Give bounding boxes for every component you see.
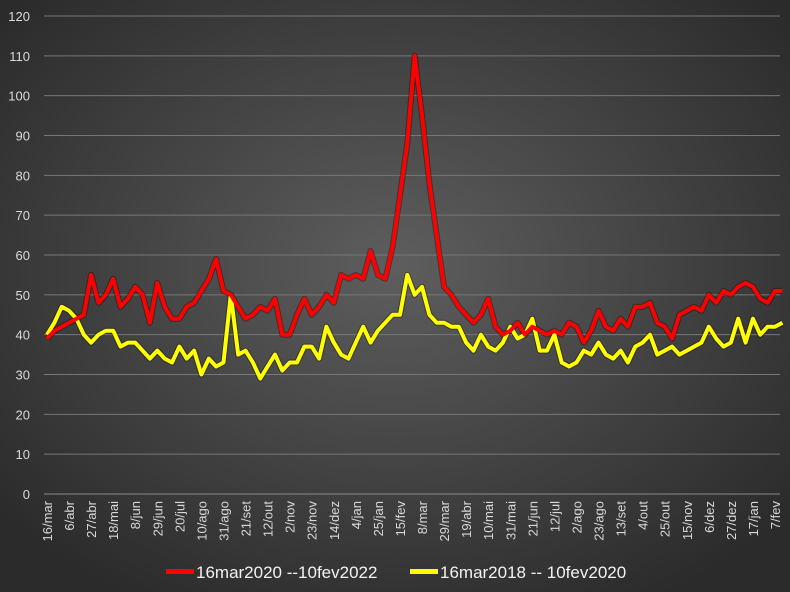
x-tick-label: 6/abr <box>62 500 77 530</box>
legend-swatch-yellow <box>410 569 438 574</box>
x-axis: 16/mar 6/abr 27/abr 18/mai 8/jun 29/jun 20/jul… <box>40 500 783 541</box>
legend-item-series-2[interactable]: 16mar2018 -- 10fev2020 <box>410 563 626 582</box>
legend-item-series-1[interactable]: 16mar2020 --10fev2022 <box>166 563 377 582</box>
x-tick-label: 16/mar <box>40 500 55 541</box>
y-tick-label: 60 <box>16 248 30 263</box>
legend-swatch-red <box>166 569 194 574</box>
x-tick-label: 29/mar <box>437 500 452 541</box>
x-tick-label: 8/jun <box>128 501 143 529</box>
x-tick-label: 7/fev <box>768 501 783 530</box>
y-tick-label: 0 <box>23 487 30 502</box>
x-tick-label: 31/mai <box>503 501 518 540</box>
x-tick-label: 21/set <box>239 501 254 537</box>
x-tick-label: 8/mar <box>415 500 430 534</box>
x-tick-label: 20/jul <box>172 501 187 532</box>
x-tick-label: 27/dez <box>724 501 739 540</box>
x-tick-label: 25/jan <box>371 501 386 536</box>
x-tick-label: 14/dez <box>327 501 342 540</box>
x-tick-label: 4/jan <box>349 501 364 529</box>
x-tick-label: 2/ago <box>569 501 584 534</box>
x-tick-label: 27/abr <box>84 500 99 538</box>
x-tick-label: 21/jun <box>525 501 540 536</box>
legend-label: 16mar2018 -- 10fev2020 <box>440 563 626 582</box>
y-tick-label: 40 <box>16 328 30 343</box>
x-tick-label: 2/nov <box>283 501 298 533</box>
x-tick-label: 4/out <box>636 501 651 530</box>
y-tick-label: 10 <box>16 447 30 462</box>
x-tick-label: 10/ago <box>194 501 209 541</box>
series-lines <box>44 52 784 382</box>
legend: 16mar2020 --10fev2022 16mar2018 -- 10fev… <box>166 563 626 582</box>
x-tick-label: 12/out <box>261 501 276 538</box>
x-tick-label: 13/set <box>614 501 629 537</box>
x-tick-label: 15/fev <box>393 501 408 537</box>
x-tick-label: 6/dez <box>702 501 717 533</box>
x-tick-label: 15/nov <box>680 501 695 541</box>
x-tick-label: 18/mai <box>106 501 121 540</box>
x-tick-label: 17/jan <box>746 501 761 536</box>
y-tick-label: 90 <box>16 129 30 144</box>
y-tick-label: 70 <box>16 208 30 223</box>
x-tick-label: 23/ago <box>592 501 607 541</box>
y-axis: 0 10 20 30 40 50 60 70 80 90 100 110 120 <box>8 9 30 502</box>
y-tick-label: 30 <box>16 368 30 383</box>
y-tick-label: 100 <box>8 89 30 104</box>
y-tick-label: 110 <box>9 49 30 64</box>
y-tick-label: 120 <box>8 9 30 24</box>
x-tick-label: 19/abr <box>459 500 474 538</box>
y-tick-label: 20 <box>16 407 30 422</box>
y-tick-label: 50 <box>16 288 30 303</box>
x-tick-label: 31/ago <box>216 501 231 541</box>
legend-label: 16mar2020 --10fev2022 <box>196 563 377 582</box>
x-tick-label: 23/nov <box>305 501 320 541</box>
x-tick-label: 12/jul <box>547 501 562 532</box>
x-tick-label: 25/out <box>658 501 673 538</box>
y-tick-label: 80 <box>16 168 30 183</box>
x-tick-label: 10/mai <box>481 501 496 540</box>
x-tick-label: 29/jun <box>150 501 165 536</box>
